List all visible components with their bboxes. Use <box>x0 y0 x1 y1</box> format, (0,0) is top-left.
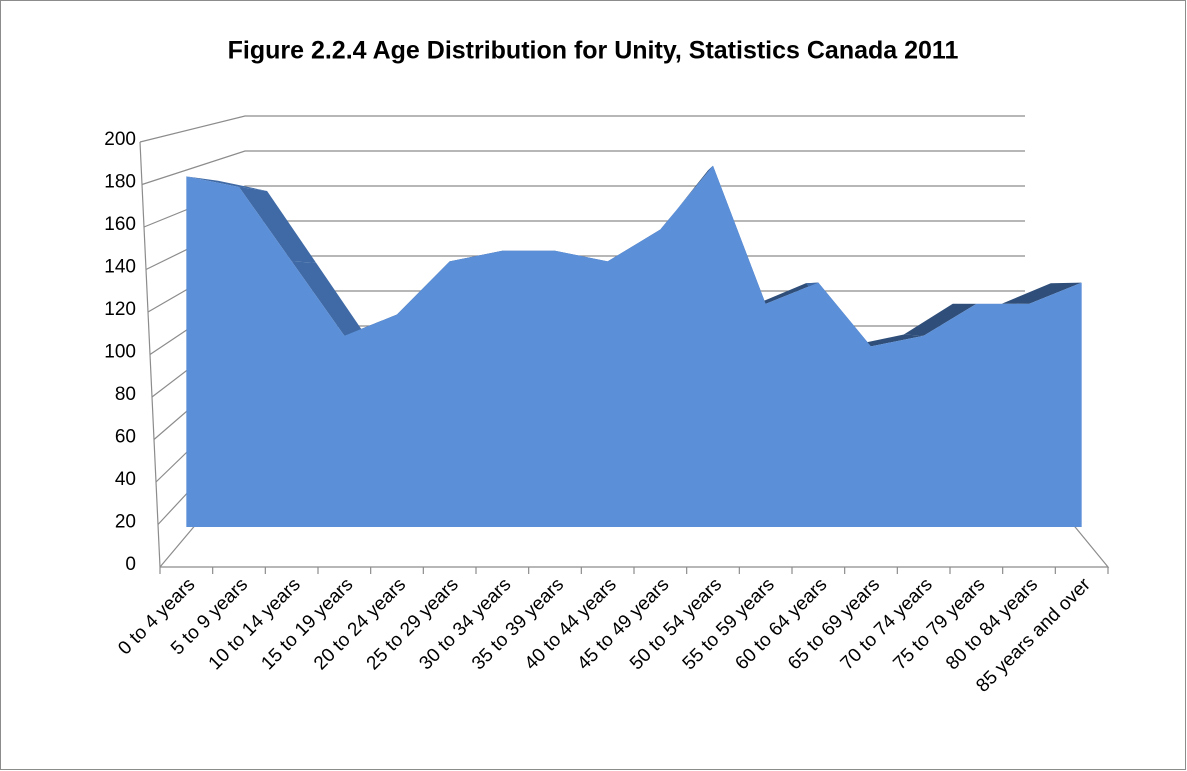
chart-title: Figure 2.2.4 Age Distribution for Unity,… <box>228 37 959 65</box>
y-tick-label: 160 <box>104 214 136 235</box>
area-top <box>186 176 268 191</box>
y-tick-label: 200 <box>104 129 136 150</box>
y-axis <box>139 141 161 568</box>
area-top <box>854 334 924 347</box>
y-tick-label: 60 <box>115 427 136 448</box>
grid-line <box>143 185 1025 228</box>
y-tick-label: 0 <box>125 554 136 575</box>
y-tick-label: 80 <box>115 384 136 405</box>
y-tick-label: 100 <box>104 342 136 363</box>
y-tick-label: 40 <box>115 469 136 490</box>
area-top <box>1001 282 1082 304</box>
grid-line <box>141 150 1025 186</box>
y-tick-label: 180 <box>104 172 136 193</box>
area-top <box>291 261 366 336</box>
y-tick-label: 140 <box>104 257 136 278</box>
area-top <box>756 282 819 304</box>
area <box>186 165 1082 527</box>
y-tick-label: 20 <box>115 512 136 533</box>
y-tick-label: 120 <box>104 299 136 320</box>
grid-line <box>139 115 1025 143</box>
area-top <box>903 303 977 336</box>
area-top <box>239 187 317 263</box>
